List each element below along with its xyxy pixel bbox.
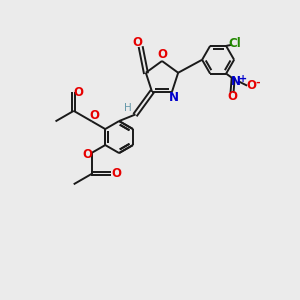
Text: N: N xyxy=(169,91,179,104)
Text: Cl: Cl xyxy=(229,38,242,50)
Text: N: N xyxy=(231,75,241,88)
Text: -: - xyxy=(256,78,260,88)
Text: O: O xyxy=(89,109,99,122)
Text: O: O xyxy=(227,90,237,103)
Text: +: + xyxy=(239,74,247,84)
Text: O: O xyxy=(157,49,167,62)
Text: O: O xyxy=(111,167,121,180)
Text: O: O xyxy=(82,148,92,161)
Text: O: O xyxy=(74,86,84,99)
Text: O: O xyxy=(133,36,143,49)
Text: O: O xyxy=(246,79,256,92)
Text: H: H xyxy=(124,103,131,113)
